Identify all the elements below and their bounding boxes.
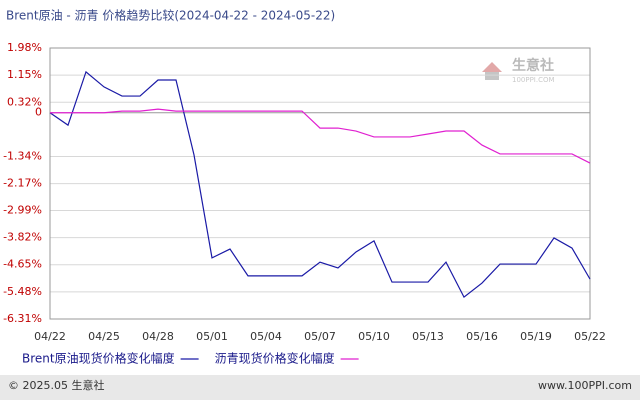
y-tick-label: 0.32% [7,95,42,108]
y-tick-label: -5.48% [3,285,42,298]
footer-right: www.100PPI.com [538,379,632,392]
y-tick-label: -2.17% [3,177,42,190]
y-tick-label: -6.31% [3,312,42,325]
x-tick-label: 05/01 [196,330,228,343]
legend-label: 沥青现货价格变化幅度 [215,351,335,366]
y-tick-label: -3.82% [3,231,42,244]
x-tick-label: 05/22 [574,330,606,343]
series-line [49,70,591,299]
logo-body [485,72,499,80]
x-tick-label: 05/19 [520,330,552,343]
y-tick-label: -1.34% [3,150,42,163]
x-tick-label: 05/04 [250,330,282,343]
y-tick-label: -2.99% [3,203,42,216]
y-tick-label: 1.15% [7,68,42,81]
x-tick-label: 05/07 [304,330,336,343]
watermark-url: 100PPI.COM [512,76,555,84]
footer-bar [0,375,640,400]
watermark-name: 生意社 [512,57,554,74]
legend-label: Brent原油现货价格变化幅度 [22,351,175,366]
logo-roof [482,62,502,72]
plot-frame [49,47,591,320]
y-tick-label: -4.65% [3,258,42,271]
y-tick-label: 1.98% [7,41,42,54]
x-tick-label: 04/28 [142,330,174,343]
series-line [50,108,591,164]
x-tick-label: 04/25 [88,330,120,343]
chart-title: Brent原油 - 沥青 价格趋势比较(2024-04-22 - 2024-05… [6,8,335,23]
watermark: 生意社 100PPI.COM [482,57,555,84]
footer-left: © 2025.05 生意社 [8,378,104,392]
x-tick-label: 04/22 [34,330,66,343]
x-tick-label: 05/16 [466,330,498,343]
y-tick-label: 0 [35,106,42,119]
x-tick-label: 05/10 [358,330,390,343]
x-tick-label: 05/13 [412,330,444,343]
